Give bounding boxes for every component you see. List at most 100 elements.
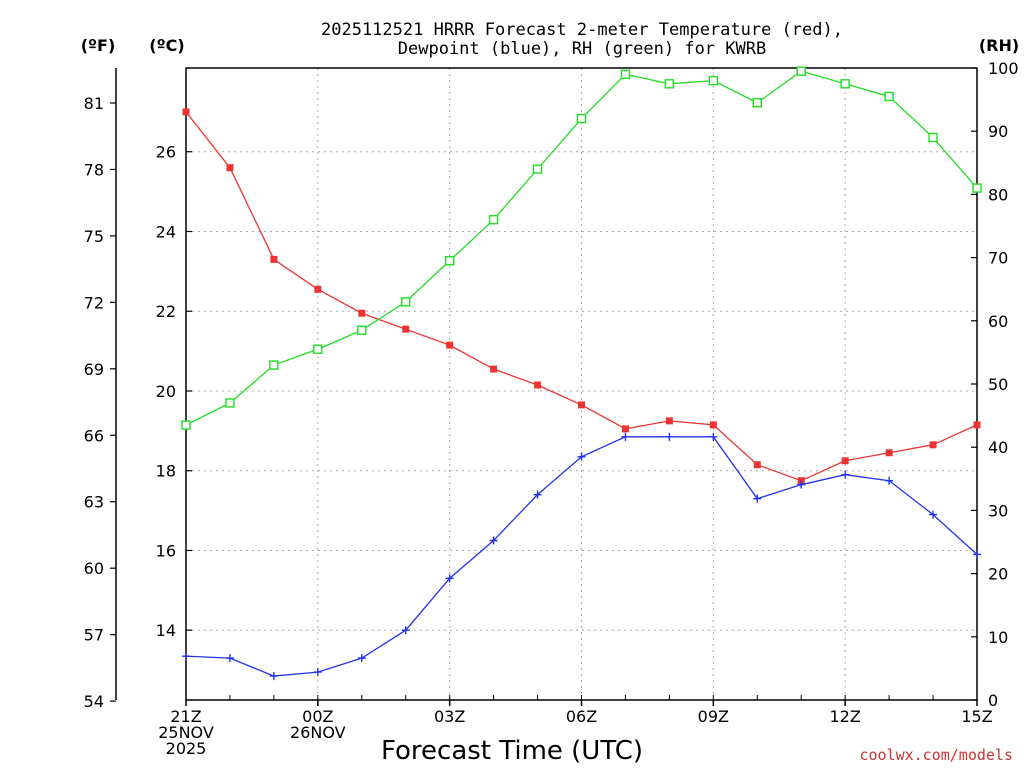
rh-point: [752, 98, 762, 108]
temperature-point: [446, 341, 454, 349]
celsius-tick-label: 26: [156, 143, 176, 162]
rh-point: [444, 256, 455, 266]
fahrenheit-tick-label: 66: [84, 426, 104, 445]
fahrenheit-tick-label: 72: [84, 293, 104, 312]
rh-tick-label: 90: [988, 122, 1008, 141]
rh-point: [708, 75, 719, 86]
chart-title-line2: Dewpoint (blue), RH (green) for KWRB: [398, 39, 766, 59]
rh-unit-label: (RH): [979, 36, 1019, 55]
x-tick-label: 00Z: [302, 707, 333, 726]
x-tick-label: 09Z: [698, 707, 729, 726]
rh-point: [840, 79, 850, 89]
celsius-tick-label: 24: [156, 222, 176, 241]
temperature-point: [621, 425, 629, 433]
fahrenheit-tick-label: 60: [84, 559, 104, 578]
temperature-point: [753, 461, 761, 469]
dewpoint-point: [973, 550, 981, 559]
rh-tick-label: 30: [988, 501, 1008, 520]
rh-tick-label: 70: [988, 249, 1008, 268]
rh-tick-label: 40: [988, 438, 1008, 457]
celsius-tick-label: 16: [156, 541, 176, 560]
rh-point: [313, 344, 323, 354]
rh-point: [357, 325, 367, 335]
rh-tick-label: 60: [988, 312, 1008, 331]
rh-point: [928, 132, 938, 143]
rh-tick-label: 80: [988, 185, 1008, 204]
dewpoint-point: [929, 510, 938, 519]
temperature-point: [358, 309, 366, 317]
x-tick-label: 03Z: [434, 707, 465, 726]
x-tick-label: 12Z: [830, 707, 861, 726]
temperature-point: [709, 421, 717, 429]
rh-tick-label: 10: [988, 628, 1008, 647]
temperature-point: [929, 441, 937, 449]
rh-point: [620, 69, 631, 80]
rh-tick-label: 100: [988, 59, 1019, 78]
dewpoint-point: [357, 654, 366, 663]
dewpoint-point: [841, 470, 850, 479]
x-tick-label: 25NOV: [158, 723, 214, 742]
dewpoint-point: [401, 626, 410, 635]
dewpoint-point: [489, 536, 498, 545]
dewpoint-line: [185, 436, 978, 677]
dewpoint-point: [445, 574, 454, 583]
temperature-point: [270, 255, 278, 263]
dewpoint-point: [665, 432, 674, 441]
dewpoint-point: [182, 652, 190, 661]
temperature-point: [490, 365, 498, 373]
rh-point: [884, 91, 894, 102]
fahrenheit-tick-label: 63: [84, 493, 104, 512]
dewpoint-point: [753, 494, 762, 503]
gridlines: [186, 68, 977, 700]
rh-point: [796, 66, 806, 76]
rh-point: [972, 183, 982, 193]
plot-frame: [185, 67, 978, 701]
rh-point: [488, 214, 499, 225]
dewpoint-point: [797, 480, 806, 489]
rh-point: [532, 164, 543, 174]
celsius-tick-label: 20: [156, 382, 176, 401]
dewpoint-point: [313, 668, 322, 677]
rh-point: [401, 297, 411, 307]
fahrenheit-tick-label: 75: [84, 227, 104, 246]
dewpoint-point: [225, 654, 234, 663]
temperature-point: [314, 285, 322, 293]
rh-point: [225, 398, 235, 408]
x-tick-label: 15Z: [961, 707, 992, 726]
dewpoint-point: [709, 432, 718, 441]
dewpoint-point: [533, 490, 542, 499]
rh-point: [664, 79, 675, 89]
temperature-point: [534, 381, 542, 389]
chart-title-line1: 2025112521 HRRR Forecast 2-meter Tempera…: [321, 20, 843, 40]
chart-axes: 54 57 60 63 66 69 72 75 78 81 14 16 18 20 22 24 26 0 10 20 3…: [84, 59, 1019, 711]
fahrenheit-tick-label: 81: [84, 94, 104, 113]
temperature-point: [841, 457, 849, 465]
dewpoint-point: [577, 452, 586, 461]
fahrenheit-tick-label: 69: [84, 360, 104, 379]
rh-point: [576, 113, 587, 124]
temperature-point: [665, 417, 673, 425]
temperature-point: [973, 421, 981, 429]
fahrenheit-tick-label: 57: [84, 626, 104, 645]
x-axis-label: Forecast Time (UTC): [381, 736, 643, 766]
celsius-tick-label: 22: [156, 302, 176, 321]
temperature-point: [885, 449, 893, 457]
source-credit: coolwx.com/models: [859, 746, 1013, 764]
celsius-unit-label: (ºC): [149, 36, 184, 55]
x-tick-label: 06Z: [566, 707, 597, 726]
rh-tick-label: 0: [988, 691, 998, 710]
celsius-tick-label: 18: [156, 462, 176, 481]
x-tick-label: 26NOV: [290, 723, 346, 742]
fahrenheit-tick-label: 78: [84, 160, 104, 179]
temperature-point: [402, 325, 410, 333]
data-series: [181, 66, 982, 681]
fahrenheit-unit-label: (ºF): [81, 36, 116, 55]
rh-tick-label: 50: [988, 375, 1008, 394]
temperature-point: [182, 108, 190, 116]
temperature-point: [578, 401, 585, 409]
rh-tick-label: 20: [988, 565, 1008, 584]
fahrenheit-tick-label: 54: [84, 692, 104, 711]
dewpoint-point: [269, 672, 278, 681]
